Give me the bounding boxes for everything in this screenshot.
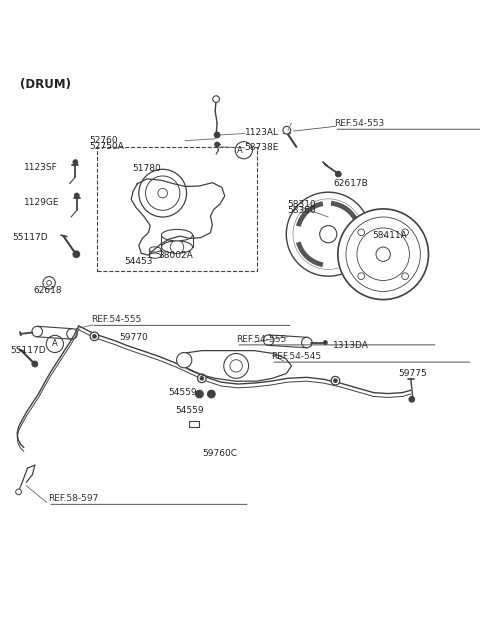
Circle shape [357, 228, 409, 280]
Text: A: A [237, 146, 242, 155]
Text: 59775: 59775 [398, 369, 427, 378]
Ellipse shape [32, 326, 42, 337]
Ellipse shape [67, 329, 77, 339]
Circle shape [139, 169, 187, 217]
Text: REF.54-555: REF.54-555 [91, 315, 141, 325]
Circle shape [213, 96, 219, 102]
Circle shape [43, 277, 55, 289]
Text: 55117D: 55117D [10, 346, 46, 355]
Circle shape [402, 273, 408, 280]
Text: 1313DA: 1313DA [333, 341, 369, 350]
Text: 51780: 51780 [132, 164, 161, 173]
Text: 1123AL: 1123AL [245, 128, 279, 136]
Text: 58360: 58360 [288, 206, 316, 215]
Circle shape [145, 176, 180, 211]
Circle shape [74, 193, 79, 198]
Circle shape [409, 396, 415, 402]
Text: REF.54-553: REF.54-553 [335, 119, 385, 128]
Text: 54453: 54453 [124, 257, 153, 267]
Circle shape [235, 141, 252, 159]
Ellipse shape [149, 253, 161, 259]
Circle shape [320, 226, 337, 243]
Circle shape [336, 171, 341, 177]
Text: 58310: 58310 [288, 200, 316, 209]
Circle shape [331, 376, 340, 385]
Circle shape [358, 229, 365, 235]
Circle shape [402, 229, 408, 235]
Circle shape [338, 209, 429, 300]
Circle shape [196, 390, 203, 398]
Circle shape [16, 489, 22, 495]
Text: 52760: 52760 [90, 136, 118, 145]
Circle shape [198, 374, 206, 383]
Text: 54559: 54559 [176, 406, 204, 416]
Text: 58411A: 58411A [372, 231, 408, 240]
Text: 58738E: 58738E [245, 143, 279, 152]
Text: REF.58-597: REF.58-597 [48, 494, 98, 503]
Bar [97, 147, 257, 271]
Circle shape [158, 188, 168, 198]
Text: 38002A: 38002A [158, 251, 192, 260]
Circle shape [324, 341, 327, 345]
Ellipse shape [161, 229, 192, 241]
Circle shape [293, 199, 364, 270]
Circle shape [90, 332, 99, 341]
Text: 55117D: 55117D [12, 233, 48, 242]
Text: 52750A: 52750A [90, 143, 124, 151]
Circle shape [346, 217, 420, 292]
Bar [189, 421, 199, 427]
Circle shape [200, 376, 204, 380]
Text: 59760C: 59760C [203, 449, 238, 458]
Text: (DRUM): (DRUM) [21, 78, 72, 92]
Circle shape [215, 142, 219, 147]
Text: 62617B: 62617B [333, 179, 368, 188]
Circle shape [93, 335, 96, 338]
Ellipse shape [301, 337, 312, 348]
Circle shape [224, 353, 249, 378]
Circle shape [283, 126, 290, 134]
Text: 62618: 62618 [34, 285, 62, 295]
Circle shape [334, 379, 337, 383]
Ellipse shape [264, 335, 274, 345]
Text: 54559: 54559 [168, 388, 197, 397]
Ellipse shape [149, 247, 161, 252]
Text: A: A [52, 340, 58, 348]
Circle shape [32, 361, 37, 367]
Text: 59770: 59770 [120, 333, 148, 342]
Circle shape [286, 192, 370, 276]
Circle shape [73, 159, 78, 164]
Circle shape [376, 247, 390, 262]
Text: REF.54-555: REF.54-555 [236, 335, 287, 344]
Ellipse shape [161, 241, 192, 254]
Circle shape [73, 251, 80, 257]
Circle shape [214, 132, 220, 138]
Circle shape [177, 353, 192, 368]
Circle shape [47, 280, 51, 285]
Circle shape [170, 240, 184, 254]
Text: 1129GE: 1129GE [24, 198, 60, 207]
Circle shape [207, 390, 215, 398]
Circle shape [230, 359, 242, 372]
Circle shape [46, 335, 63, 353]
Text: 1123SF: 1123SF [24, 163, 58, 172]
Circle shape [358, 273, 365, 280]
Text: REF.54-545: REF.54-545 [271, 352, 321, 361]
